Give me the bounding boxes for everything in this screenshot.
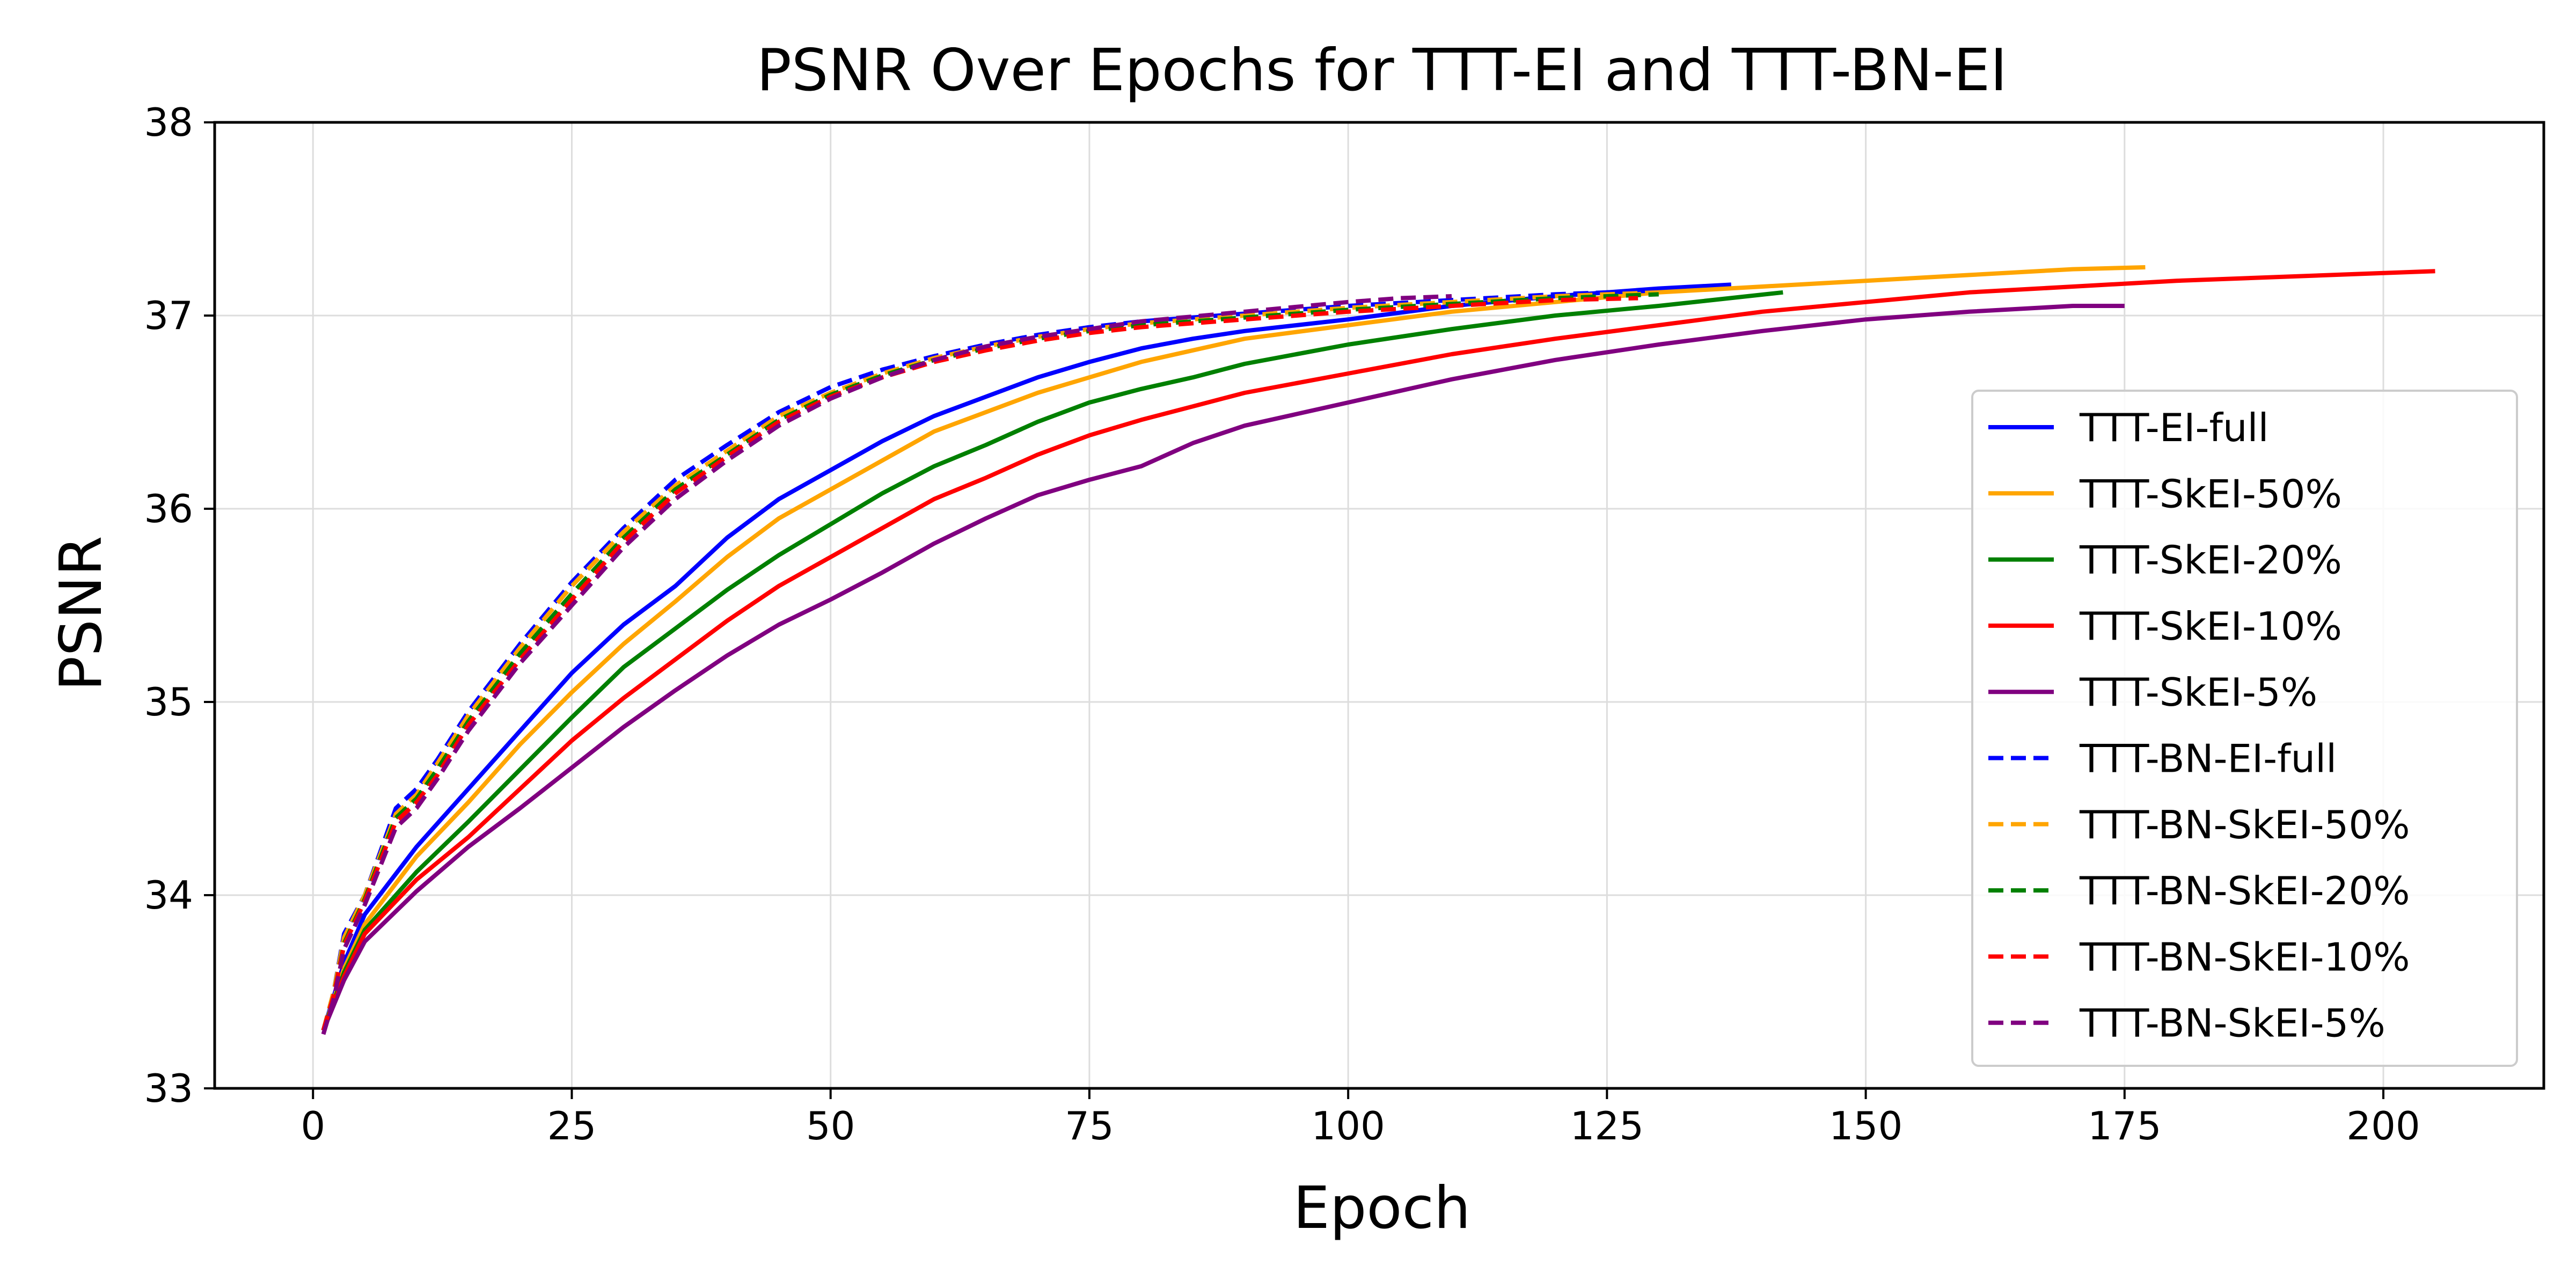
legend-entry-label: TTT-SkEI-10% — [2079, 604, 2342, 649]
legend-entry-label: TTT-SkEI-20% — [2079, 538, 2342, 583]
y-axis-label: PSNR — [48, 536, 115, 691]
series-line-2 — [321, 265, 2146, 1031]
y-tick-label: 38 — [144, 100, 193, 145]
y-tick-label: 36 — [144, 486, 193, 531]
x-tick-label: 150 — [1829, 1103, 1902, 1148]
legend-entry-label: TTT-SkEI-50% — [2079, 471, 2342, 516]
x-tick-label: 175 — [2088, 1103, 2161, 1148]
x-tick-label: 200 — [2346, 1103, 2420, 1148]
series-line-4 — [321, 269, 2435, 1031]
y-tick-label: 37 — [144, 293, 193, 338]
x-axis-label: Epoch — [1293, 1175, 1471, 1242]
x-tick-label: 0 — [301, 1103, 325, 1148]
x-tick-label: 25 — [547, 1103, 597, 1148]
series-line-1 — [321, 282, 1732, 1031]
legend: TTT-EI-full TTT-SkEI-50% TTT-SkEI-20% TTT-S… — [1971, 390, 2518, 1067]
legend-entry-label: TTT-SkEI-5% — [2079, 670, 2317, 715]
y-tick-label: 33 — [144, 1066, 193, 1111]
series-line-5 — [321, 304, 2125, 1031]
y-tick-label: 34 — [144, 873, 193, 918]
series-layer — [321, 265, 2435, 1035]
series-line-10 — [321, 294, 1452, 1035]
legend-box — [1971, 390, 2518, 1067]
legend-entry-label: TTT-BN-SkEI-5% — [2079, 1001, 2385, 1046]
series-line-9 — [321, 296, 1638, 1031]
plot-frame — [213, 121, 2545, 1090]
x-tick-label: 75 — [1065, 1103, 1114, 1148]
legend-entry-label: TTT-BN-EI-full — [2079, 736, 2337, 781]
legend-entry-label: TTT-BN-SkEI-50% — [2079, 802, 2410, 847]
series-line-3 — [321, 290, 1783, 1031]
x-tick-label: 100 — [1311, 1103, 1385, 1148]
y-tick-label: 35 — [144, 679, 193, 724]
legend-entry-label: TTT-BN-SkEI-10% — [2079, 934, 2410, 979]
legend-entry-label: TTT-EI-full — [2079, 405, 2268, 450]
x-tick-label: 125 — [1570, 1103, 1644, 1148]
legend-entry-label: TTT-BN-SkEI-20% — [2079, 868, 2410, 913]
chart-title: PSNR Over Epochs for TTT-EI and TTT-BN-E… — [757, 37, 2007, 104]
x-tick-label: 50 — [806, 1103, 855, 1148]
tick-layer: 0 25 50 75 100 125 150 175 200 33 34 35 36 37 38 — [144, 100, 2420, 1148]
